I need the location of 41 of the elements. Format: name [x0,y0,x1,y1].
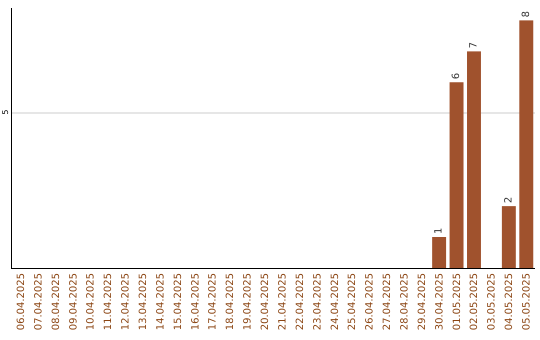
x-tick-label: 09.04.2025 [68,273,80,330]
x-tick-label: 10.04.2025 [86,273,97,330]
x-tick-label: 19.04.2025 [242,273,254,330]
bar [432,237,446,268]
x-tick-label: 30.04.2025 [434,273,446,330]
x-tick-label: 06.04.2025 [16,273,27,330]
x-tick-label: 03.05.2025 [486,273,498,330]
bar [519,20,534,268]
x-tick-label: 08.04.2025 [50,273,62,330]
x-tick-label: 24.04.2025 [330,273,341,330]
data-label: 2 [503,196,514,204]
x-tick-label: 17.04.2025 [208,273,219,330]
data-label: 6 [451,72,462,80]
x-tick-label: 05.05.2025 [522,273,533,330]
data-label: 7 [468,42,480,48]
bar [502,206,516,268]
x-tick-label: 22.04.2025 [294,273,306,330]
x-tick-label: 23.04.2025 [312,273,324,330]
x-tick-label: 16.04.2025 [190,273,202,330]
x-tick-label: 07.04.2025 [33,273,44,330]
x-tick-label: 18.04.2025 [225,273,236,330]
x-tick-label: 12.04.2025 [120,273,132,330]
x-tick-label: 20.04.2025 [260,273,272,330]
x-tick-label: 04.05.2025 [504,273,516,330]
data-label: 1 [434,228,445,234]
x-tick-label: 27.04.2025 [382,273,394,330]
x-tick-label: 21.04.2025 [277,273,288,330]
x-tick-label: 01.05.2025 [452,273,463,330]
x-tick-label: 26.04.2025 [364,273,376,330]
x-tick-label: 25.04.2025 [347,273,358,330]
x-tick-label: 28.04.2025 [400,273,410,330]
x-tick-label: 11.04.2025 [103,273,114,330]
x-tick-label: 15.04.2025 [172,273,184,330]
x-tick-label: 13.04.2025 [138,273,149,330]
x-tick-label: 14.04.2025 [155,273,166,330]
bar [467,51,481,268]
x-tick-label: 29.04.2025 [416,273,428,330]
x-tick-label: 02.05.2025 [469,273,480,330]
bar [450,82,464,268]
data-label: 8 [520,11,532,18]
y-tick-label: 5 [0,109,10,115]
